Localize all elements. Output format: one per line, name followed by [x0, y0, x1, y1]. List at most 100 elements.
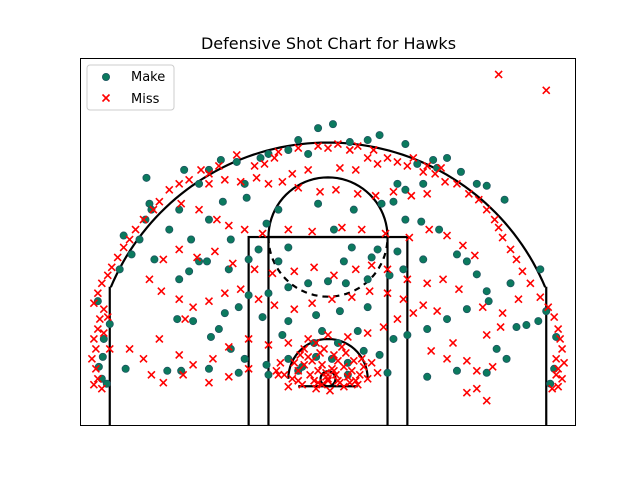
miss-marker: [93, 324, 102, 334]
miss-marker: [97, 384, 106, 393]
miss-marker: [204, 378, 214, 387]
make-marker: [284, 354, 293, 363]
make-marker: [482, 181, 491, 190]
make-marker: [262, 219, 271, 228]
make-marker: [177, 366, 186, 375]
axes-frame: [80, 58, 576, 426]
miss-marker: [89, 299, 98, 308]
legend-miss-label: Miss: [131, 92, 160, 107]
make-marker: [375, 350, 384, 359]
miss-marker: [393, 315, 402, 324]
make-marker: [347, 243, 356, 252]
make-marker: [399, 265, 408, 274]
make-marker: [492, 344, 501, 353]
miss-marker: [308, 356, 317, 365]
miss-marker: [526, 279, 535, 288]
miss-marker: [210, 247, 219, 256]
make-marker: [329, 225, 338, 234]
make-marker: [335, 307, 344, 316]
miss-marker: [367, 358, 376, 367]
make-marker: [119, 231, 128, 240]
miss-marker: [314, 141, 323, 151]
make-marker: [244, 291, 253, 300]
miss-marker: [165, 185, 174, 194]
make-marker: [506, 279, 515, 288]
miss-marker: [224, 342, 233, 351]
make-marker: [264, 289, 273, 298]
make-marker: [195, 257, 204, 266]
miss-marker: [284, 338, 293, 348]
miss-marker: [244, 364, 253, 373]
miss-marker: [125, 344, 134, 353]
make-marker: [244, 255, 253, 264]
make-marker: [226, 235, 235, 244]
miss-marker: [89, 380, 98, 389]
miss-marker: [423, 189, 432, 198]
miss-marker: [542, 86, 551, 95]
miss-marker: [442, 231, 452, 240]
miss-marker: [431, 169, 440, 178]
make-marker: [435, 225, 444, 234]
miss-marker: [250, 161, 259, 170]
miss-marker: [514, 295, 523, 304]
make-marker: [341, 279, 350, 288]
make-marker: [482, 368, 491, 377]
miss-marker: [240, 225, 249, 234]
miss-marker: [365, 287, 374, 296]
miss-marker: [224, 221, 233, 230]
make-marker: [284, 283, 293, 292]
miss-marker: [310, 263, 319, 272]
miss-marker: [208, 354, 217, 363]
shot-markers: [87, 70, 569, 405]
make-marker: [142, 173, 151, 182]
legend-make-marker: [102, 73, 111, 82]
make-marker: [512, 323, 521, 332]
free-throw-bottom-arc: [267, 236, 389, 298]
miss-marker: [177, 199, 186, 208]
miss-marker: [103, 271, 112, 280]
miss-marker: [345, 378, 354, 387]
make-marker: [284, 243, 293, 252]
miss-marker: [351, 265, 360, 274]
make-marker: [312, 311, 321, 320]
miss-marker: [419, 167, 428, 176]
miss-marker: [454, 285, 464, 294]
make-marker: [220, 309, 229, 318]
make-marker: [393, 179, 402, 188]
miss-marker: [220, 175, 229, 184]
miss-marker: [339, 382, 348, 391]
miss-marker: [482, 330, 491, 340]
miss-marker: [192, 253, 202, 262]
miss-marker: [548, 384, 557, 393]
miss-marker: [175, 245, 184, 254]
miss-marker: [405, 233, 414, 242]
miss-marker: [341, 348, 350, 357]
miss-marker: [363, 328, 372, 338]
miss-marker: [323, 330, 333, 340]
miss-marker: [236, 177, 245, 186]
miss-marker: [393, 157, 402, 167]
miss-marker: [381, 229, 390, 238]
miss-marker: [462, 388, 471, 397]
court-lines: [108, 141, 548, 426]
make-marker: [363, 136, 372, 145]
miss-marker: [323, 374, 333, 383]
miss-marker: [220, 289, 229, 298]
make-marker: [240, 179, 249, 188]
make-marker: [175, 275, 184, 284]
miss-marker: [458, 241, 467, 250]
miss-marker: [367, 261, 376, 270]
miss-marker: [482, 396, 491, 405]
make-marker: [163, 366, 172, 375]
make-marker: [232, 157, 241, 166]
miss-marker: [276, 358, 285, 367]
miss-marker: [89, 334, 98, 344]
make-marker: [349, 205, 358, 214]
miss-marker: [91, 364, 100, 373]
miss-marker: [371, 191, 380, 200]
miss-marker: [175, 295, 184, 304]
miss-marker: [442, 354, 452, 363]
make-marker: [389, 334, 398, 343]
make-marker: [456, 167, 465, 176]
miss-marker: [351, 376, 360, 385]
